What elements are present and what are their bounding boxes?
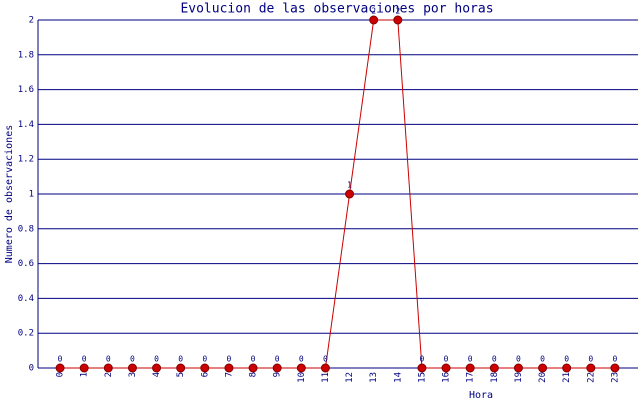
marker [127,363,137,373]
x-tick-label: 17 [466,372,476,383]
marker [55,363,65,373]
data-label: 2 [371,7,376,16]
y-tick-label: 0 [29,364,34,374]
x-tick-label: 2 [104,372,114,377]
x-tick-label: 8 [249,372,259,377]
marker [538,363,548,373]
data-label: 0 [178,355,183,364]
data-label: 0 [154,355,159,364]
data-label: 0 [323,355,328,364]
marker [393,15,403,25]
marker [489,363,499,373]
y-tick-label: 2 [29,16,34,26]
x-tick-label: 4 [152,372,162,377]
data-label: 0 [492,355,497,364]
marker [320,363,330,373]
marker [562,363,572,373]
marker [296,363,306,373]
x-tick-label: 0 [56,372,66,377]
marker [586,363,596,373]
marker [176,363,186,373]
x-tick-label: 19 [514,372,524,383]
y-tick-label: 1.6 [18,85,34,95]
data-label: 0 [251,355,256,364]
data-label: 0 [420,355,425,364]
marker [79,363,89,373]
y-axis-label: Numero de observaciones [4,125,15,263]
data-label: 1 [347,181,352,190]
x-tick-label: 12 [345,372,355,383]
data-label: 0 [58,355,63,364]
x-tick-label: 13 [369,372,379,383]
x-tick-label: 1 [80,372,90,377]
x-tick-label: 10 [297,372,307,383]
data-label: 0 [588,355,593,364]
data-label: 0 [106,355,111,364]
x-axis-label: Hora [469,390,493,400]
marker [248,363,258,373]
y-tick-label: 1.2 [18,155,34,165]
x-tick-label: 22 [586,372,596,383]
x-tick-label: 18 [490,372,500,383]
data-label: 0 [227,355,232,364]
x-tick-label: 15 [417,372,427,383]
x-tick-label: 7 [224,372,234,377]
x-tick-label: 11 [321,372,331,383]
y-tick-label: 0.2 [18,329,34,339]
data-label: 0 [516,355,521,364]
data-label: 0 [613,355,618,364]
y-tick-label: 0.4 [18,294,34,304]
data-label: 0 [275,355,280,364]
marker [417,363,427,373]
y-tick-label: 1.8 [18,50,34,60]
y-tick-label: 0.6 [18,259,34,269]
data-label: 0 [540,355,545,364]
data-label: 0 [130,355,135,364]
data-label: 2 [395,7,400,16]
marker [441,363,451,373]
data-label: 0 [444,355,449,364]
data-label: 0 [82,355,87,364]
marker [345,189,355,199]
marker [200,363,210,373]
chart-title: Evolucion de las observaciones por horas [180,2,493,17]
data-label: 0 [468,355,473,364]
x-tick-label: 21 [562,372,572,383]
marker [224,363,234,373]
marker [369,15,379,25]
marker [513,363,523,373]
data-label: 0 [564,355,569,364]
x-tick-label: 16 [442,372,452,383]
marker [272,363,282,373]
x-tick-label: 23 [610,372,620,383]
y-tick-label: 0.8 [18,224,34,234]
x-tick-label: 5 [176,372,186,377]
marker [465,363,475,373]
data-label: 0 [299,355,304,364]
y-tick-label: 1.4 [18,120,34,130]
marker [610,363,620,373]
x-tick-label: 6 [200,372,210,377]
y-tick-label: 1 [29,190,34,200]
marker [152,363,162,373]
x-tick-label: 20 [538,372,548,383]
marker [103,363,113,373]
x-tick-label: 14 [393,372,403,383]
x-tick-label: 9 [273,372,283,377]
x-tick-label: 3 [128,372,138,377]
data-label: 0 [202,355,207,364]
